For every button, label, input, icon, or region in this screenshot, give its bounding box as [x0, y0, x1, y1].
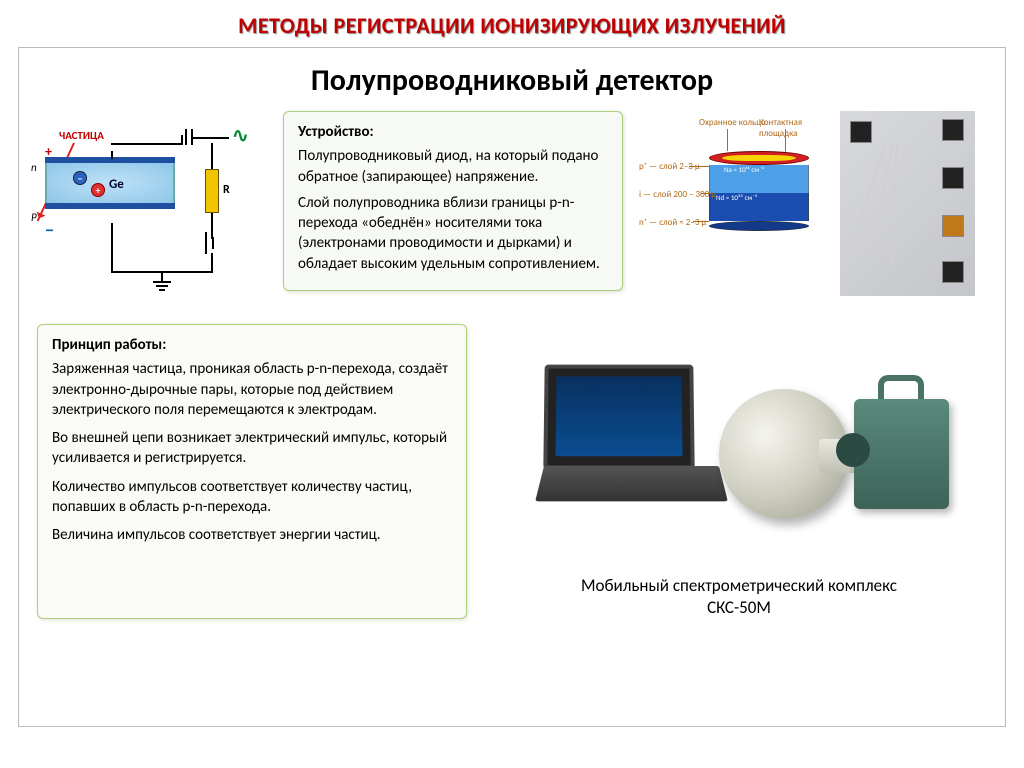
electron-icon: −: [73, 171, 87, 185]
bottom-row: Принцип работы: Заряженная частица, прон…: [37, 324, 987, 619]
detector-cylinder-icon: [719, 389, 849, 519]
ge-label: Ge: [109, 177, 124, 192]
caption-line1: Мобильный спектрометрический комплекс: [581, 575, 897, 596]
top-row: ЧАСТИЦА + − n P Ge − + ∿: [37, 111, 987, 306]
struct-top-label: Охранное кольцо: [699, 117, 766, 128]
principle-p3: Количество импульсов соответствует колич…: [52, 477, 452, 518]
components-photo: [840, 111, 975, 296]
p-label: P: [31, 211, 37, 224]
detector-subtitle: Полупроводниковый детектор: [37, 62, 987, 99]
struct-inner1: Nа ≈ 10¹⁶ см⁻³: [710, 165, 764, 174]
principle-box: Принцип работы: Заряженная частица, прон…: [37, 324, 467, 619]
equipment-caption: Мобильный спектрометрический комплекс СК…: [491, 575, 987, 619]
struct-right-label: Контактная площадка: [759, 117, 824, 139]
resistor-label: R: [223, 183, 230, 197]
pulse-icon: ∿: [232, 123, 249, 148]
slide-title: МЕТОДЫ РЕГИСТРАЦИИ ИОНИЗИРУЮЩИХ ИЗЛУЧЕНИ…: [0, 0, 1024, 47]
ge-crystal: Ge − +: [45, 157, 175, 217]
n-label: n: [31, 161, 37, 174]
principle-p2: Во внешней цепи возникает электрический …: [52, 428, 452, 469]
device-p2: Слой полупроводника вблизи границы p-n-п…: [298, 193, 608, 274]
principle-p1: Заряженная частица, проникая область p-n…: [52, 359, 452, 420]
minus-bottom: −: [45, 219, 54, 241]
equipment-photo: [524, 324, 954, 569]
resistor-icon: [205, 169, 219, 213]
struct-l3: n⁺ — слой ≈ 2–3 μ: [639, 217, 706, 228]
cylinder-icon: Nа ≈ 10¹⁶ см⁻³ Nd ≈ 10²⁰ см⁻³: [709, 151, 809, 231]
device-box: Устройство: Полупроводниковый диод, на к…: [283, 111, 623, 291]
circuit-diagram: ЧАСТИЦА + − n P Ge − + ∿: [37, 111, 267, 306]
slide-body: Полупроводниковый детектор ЧАСТИЦА + − n…: [18, 47, 1006, 727]
device-p1: Полупроводниковый диод, на который подан…: [298, 146, 608, 187]
detector-green-icon: [854, 399, 949, 509]
device-header: Устройство:: [298, 122, 608, 142]
principle-header: Принцип работы:: [52, 335, 452, 355]
principle-p4: Величина импульсов соответствует энергии…: [52, 525, 452, 545]
struct-l2: i — слой 200 – 300 μ: [639, 189, 716, 200]
particle-label: ЧАСТИЦА: [59, 129, 104, 142]
caption-line2: СКС-50М: [707, 597, 771, 618]
struct-inner3: Nd ≈ 10²⁰ см⁻³: [710, 193, 757, 202]
structure-diagram: Охранное кольцо Контактная площадка Nа ≈…: [639, 111, 824, 301]
laptop-icon: [544, 364, 724, 514]
hole-icon: +: [91, 183, 105, 197]
equipment-area: Мобильный спектрометрический комплекс СК…: [491, 324, 987, 619]
